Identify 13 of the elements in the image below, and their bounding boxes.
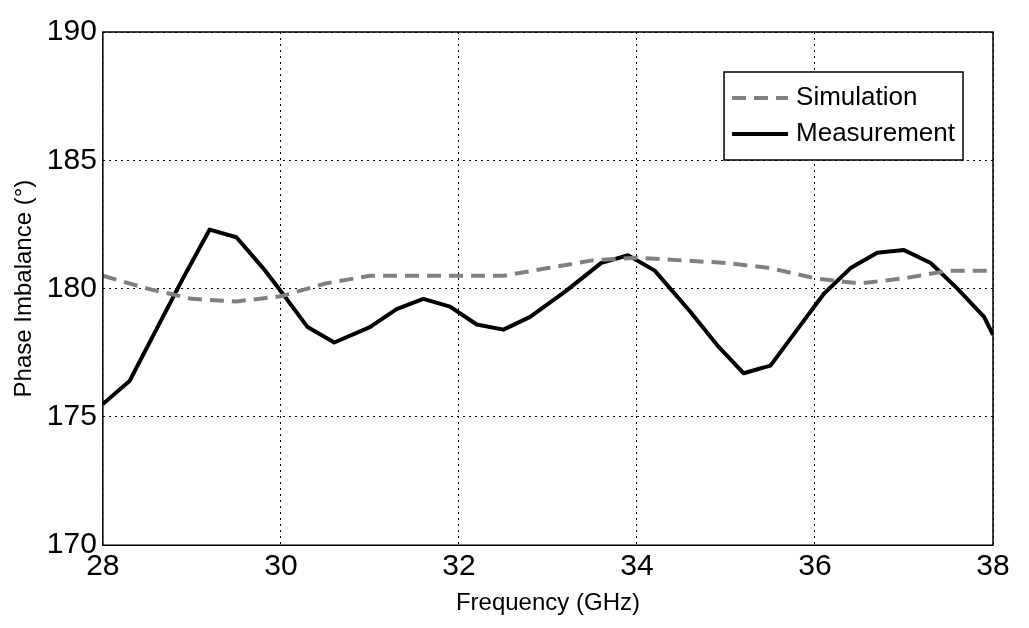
legend-label: Measurement [796, 117, 956, 148]
x-tick-label: 30 [264, 548, 298, 582]
y-tick-label: 190 [46, 13, 97, 47]
x-tick-label: 34 [620, 548, 654, 582]
x-axis-title: Frequency (GHz) [455, 588, 640, 616]
legend-label: Simulation [796, 81, 918, 112]
y-tick-label: 180 [46, 269, 97, 303]
x-tick-label: 32 [442, 548, 476, 582]
y-tick-label: 175 [46, 398, 97, 432]
x-tick-label: 36 [798, 548, 832, 582]
y-tick-label: 185 [46, 141, 97, 175]
y-axis-title: Phase Imbalance (°) [9, 179, 37, 398]
x-tick-label: 38 [976, 548, 1010, 582]
